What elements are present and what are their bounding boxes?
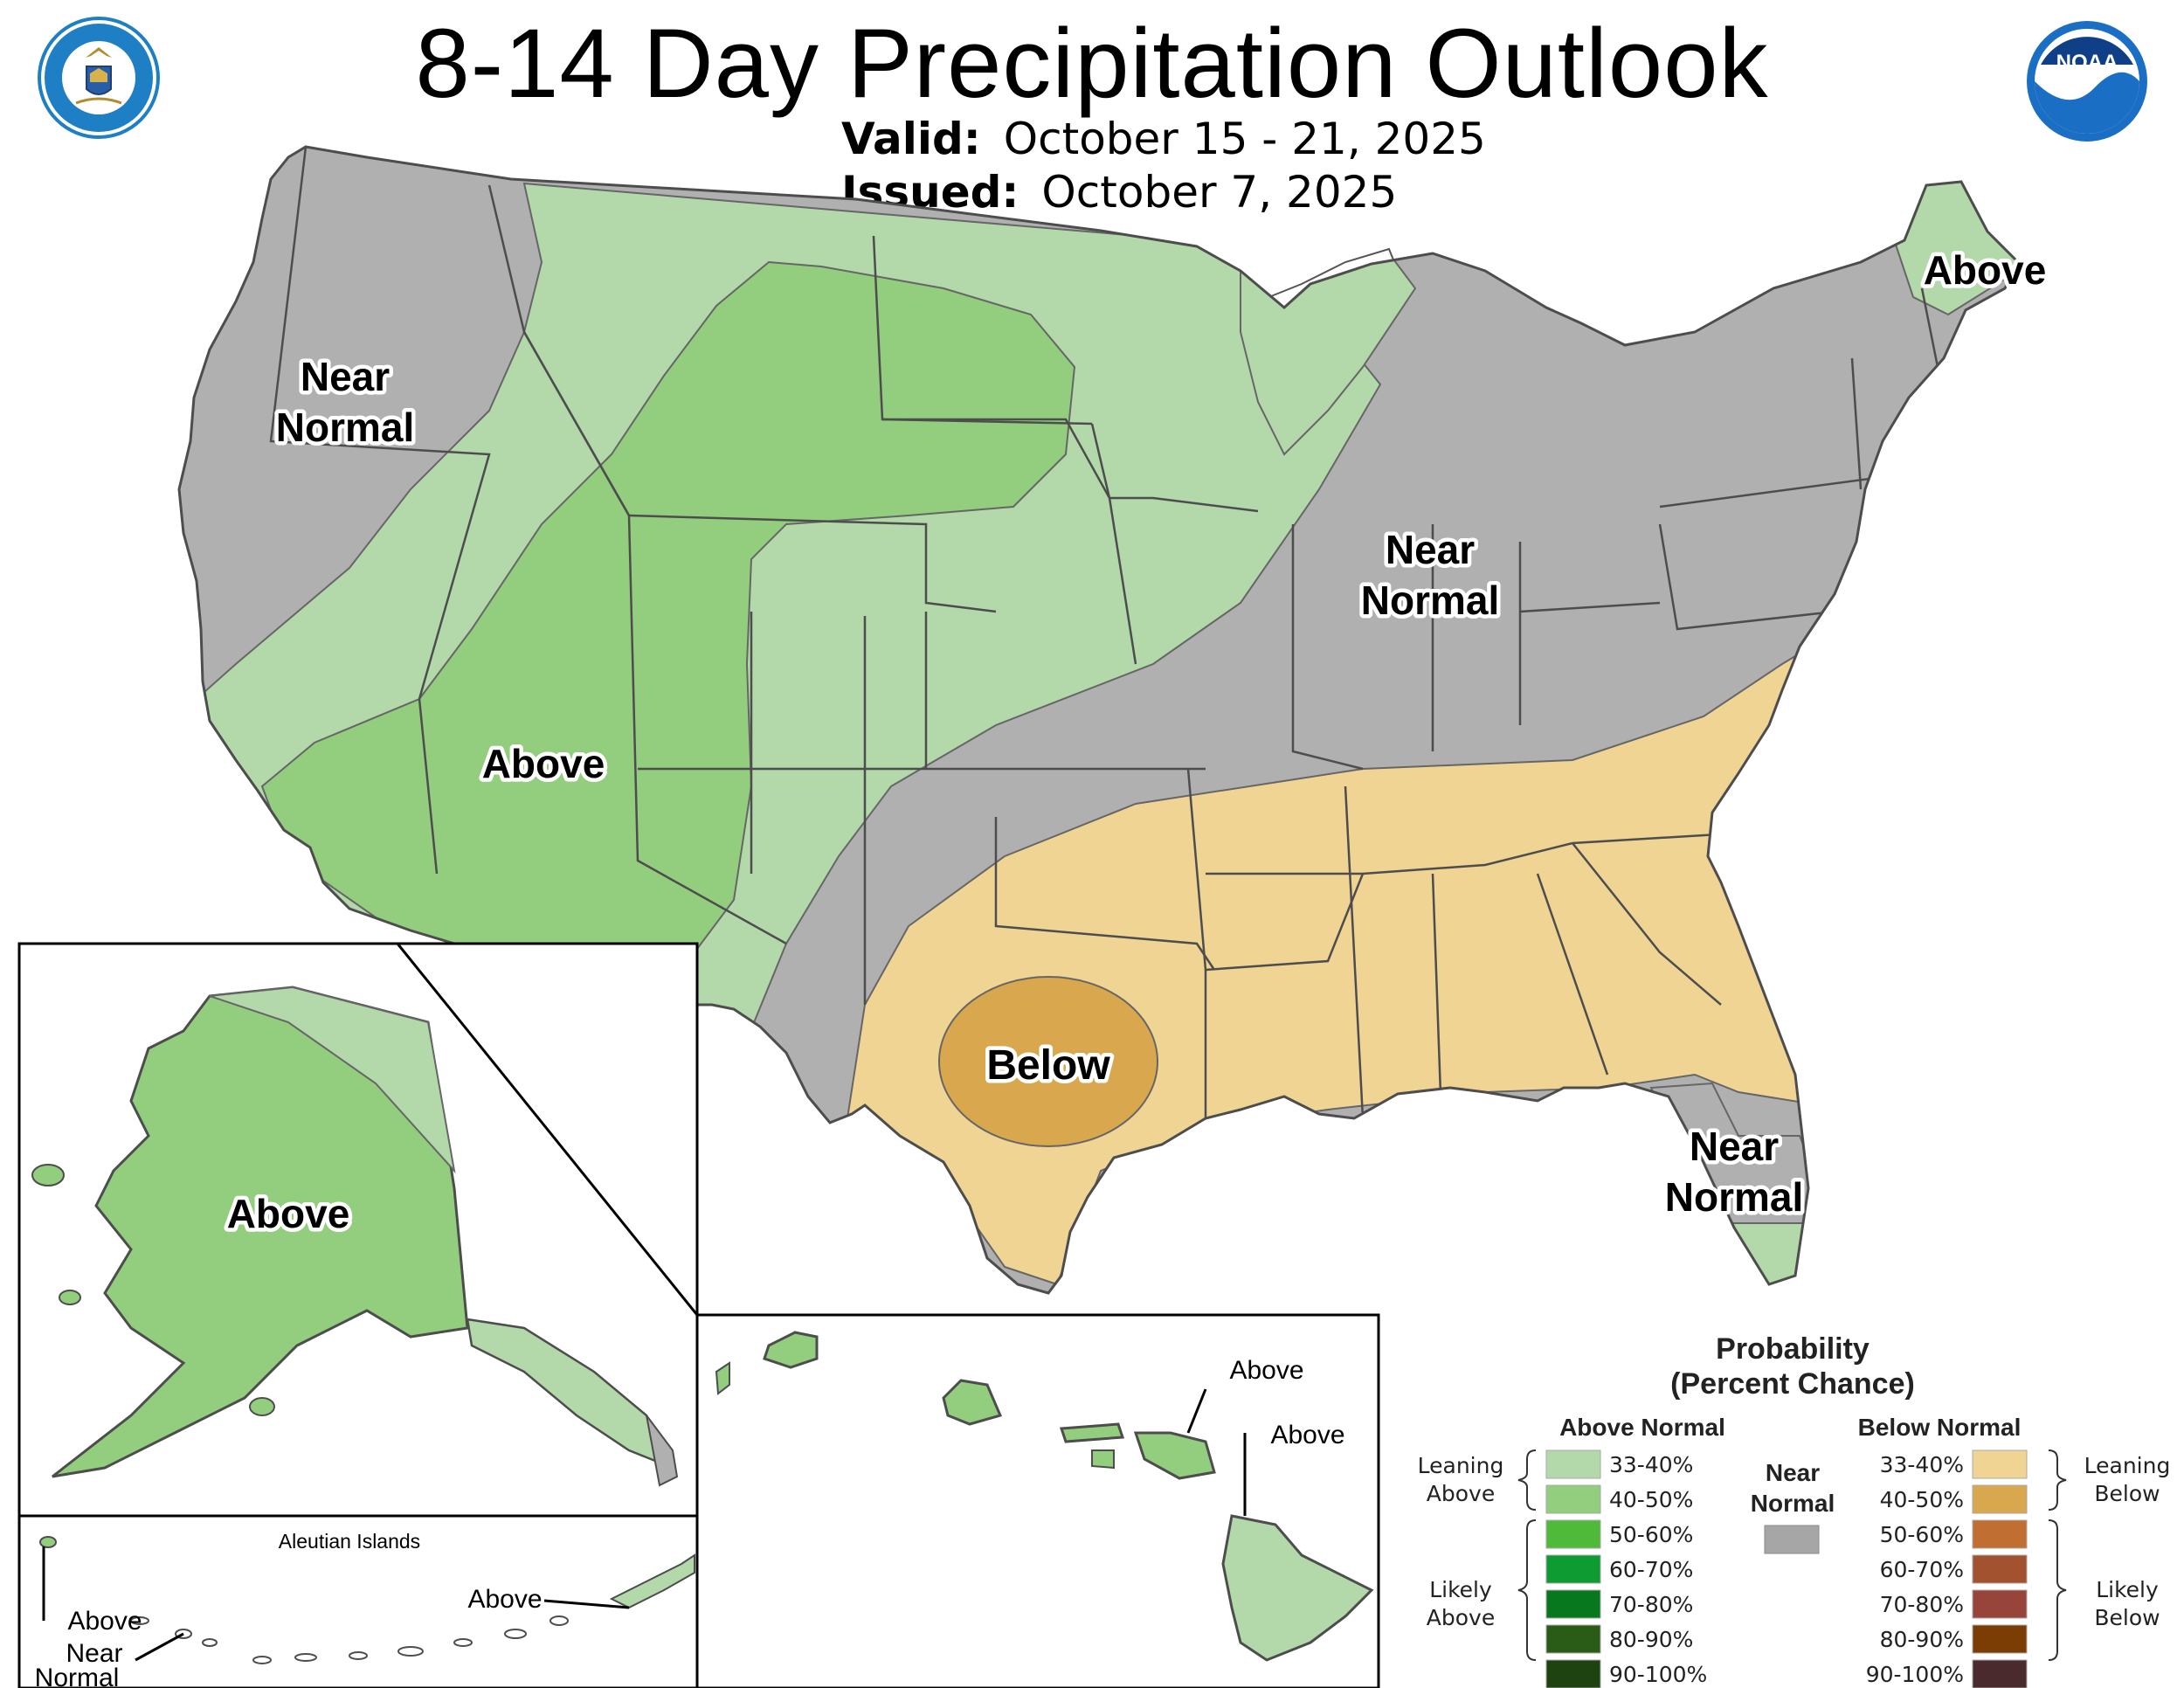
northwest-label-1: Near bbox=[301, 354, 390, 399]
aleutian-east-label: Above bbox=[467, 1585, 542, 1614]
below-swatch-label-0: 33-40% bbox=[1880, 1452, 1964, 1477]
below-swatch-3 bbox=[1972, 1554, 2028, 1584]
state-borders bbox=[269, 147, 1950, 1127]
noaa-logo-icon: NOAA bbox=[2027, 21, 2147, 142]
below-40-50-region bbox=[938, 976, 1158, 1147]
likely-above-label-2: Above bbox=[1427, 1605, 1495, 1630]
leaning-below-label-1: Leaning bbox=[2084, 1453, 2171, 1478]
texas-label: Below bbox=[986, 1042, 1110, 1089]
above-swatch-label-4: 70-80% bbox=[1609, 1592, 1693, 1617]
valid-line: Valid: October 15 - 21, 2025 bbox=[841, 114, 1486, 164]
above-swatch-label-5: 80-90% bbox=[1609, 1627, 1693, 1652]
page-title: 8-14 Day Precipitation Outlook bbox=[415, 9, 1769, 118]
near-normal-swatch bbox=[1764, 1525, 1820, 1554]
leaning-above-label-2: Above bbox=[1427, 1481, 1495, 1506]
legend-title-1: Probability bbox=[1716, 1332, 1870, 1366]
maine-label: Above bbox=[1924, 247, 2047, 293]
below-swatch-4 bbox=[1972, 1589, 2028, 1619]
aleutian-west-label-2: Near bbox=[66, 1639, 122, 1668]
legend-title-2: (Percent Chance) bbox=[1670, 1367, 1915, 1401]
below-swatch-2 bbox=[1972, 1519, 2028, 1549]
above-swatch-label-3: 60-70% bbox=[1609, 1557, 1693, 1582]
below-swatch-label-1: 40-50% bbox=[1880, 1487, 1964, 1512]
issued-date: October 7, 2025 bbox=[1041, 167, 1398, 218]
valid-label: Valid: bbox=[841, 114, 981, 164]
near-normal-label-1: Near bbox=[1766, 1459, 1820, 1486]
aleutian-inset bbox=[17, 1514, 699, 1688]
likely-above-label-1: Likely bbox=[1429, 1577, 1492, 1602]
above-swatch-label-1: 40-50% bbox=[1609, 1487, 1693, 1512]
kauai-island bbox=[763, 1331, 819, 1369]
below-swatch-label-6: 90-100% bbox=[1866, 1662, 1964, 1687]
hawaii-inset bbox=[695, 1313, 1380, 1688]
aleutian-west-label-1: Above bbox=[67, 1607, 142, 1636]
midwest-label-1: Near bbox=[1386, 527, 1475, 572]
above-normal-header: Above Normal bbox=[1559, 1414, 1725, 1441]
below-swatch-label-2: 50-60% bbox=[1880, 1522, 1964, 1547]
below-swatch-label-4: 70-80% bbox=[1880, 1592, 1964, 1617]
below-swatch-label-3: 60-70% bbox=[1880, 1557, 1964, 1582]
above-swatch-label-0: 33-40% bbox=[1609, 1452, 1693, 1477]
alaska-inset bbox=[17, 942, 699, 1518]
below-swatch-label-5: 80-90% bbox=[1880, 1627, 1964, 1652]
aleutian-west-label-3: Normal bbox=[35, 1664, 120, 1688]
below-swatch-0 bbox=[1972, 1449, 2028, 1479]
maui-island bbox=[1133, 1431, 1216, 1480]
hawaii-big-island-label: Above bbox=[1270, 1421, 1344, 1449]
below-swatch-1 bbox=[1972, 1484, 2028, 1514]
hawaii-maui-label: Above bbox=[1229, 1356, 1303, 1385]
map-labels: Near Normal Above Near Normal Above Belo… bbox=[35, 244, 2050, 1688]
northwest-label-2: Normal bbox=[276, 405, 414, 450]
below-normal-header: Below Normal bbox=[1858, 1414, 2022, 1441]
southwest-label: Above bbox=[482, 741, 605, 786]
molokai-island bbox=[1059, 1422, 1125, 1443]
above-swatch-1 bbox=[1545, 1484, 1601, 1514]
above-swatch-2 bbox=[1545, 1519, 1601, 1549]
valid-date: October 15 - 21, 2025 bbox=[1003, 114, 1486, 164]
alaska-north-above-33-40-region bbox=[209, 986, 456, 1174]
leaning-above-label-1: Leaning bbox=[1418, 1453, 1504, 1478]
aleutian-title: Aleutian Islands bbox=[279, 1530, 420, 1553]
leaning-below-label-2: Below bbox=[2094, 1481, 2160, 1506]
legend: Probability (Percent Chance) Above Norma… bbox=[1418, 1332, 2171, 1688]
below-swatch-6 bbox=[1972, 1659, 2028, 1688]
florida-label-2: Normal bbox=[1665, 1174, 1803, 1220]
above-swatch-label-6: 90-100% bbox=[1609, 1662, 1707, 1687]
likely-below-label-2: Below bbox=[2094, 1605, 2160, 1630]
above-swatch-label-2: 50-60% bbox=[1609, 1522, 1693, 1547]
above-swatch-5 bbox=[1545, 1624, 1601, 1654]
department-of-commerce-seal-icon bbox=[38, 17, 160, 139]
near-normal-label-2: Normal bbox=[1751, 1490, 1835, 1517]
above-swatch-3 bbox=[1545, 1554, 1601, 1584]
alaska-label: Above bbox=[227, 1191, 350, 1236]
noaa-logo-text: NOAA bbox=[2056, 51, 2118, 74]
likely-below-label-1: Likely bbox=[2096, 1577, 2159, 1602]
above-swatch-0 bbox=[1545, 1449, 1601, 1479]
florida-label-1: Near bbox=[1690, 1124, 1779, 1169]
above-swatch-6 bbox=[1545, 1659, 1601, 1688]
midwest-label-2: Normal bbox=[1361, 578, 1499, 623]
alaska-panhandle-region bbox=[466, 1318, 675, 1470]
legend-rows: 33-40% 40-50% 50-60% 60-70% 70-80% 80-90% 90-1… bbox=[1545, 1449, 2028, 1688]
oahu-island bbox=[942, 1379, 1003, 1426]
above-swatch-4 bbox=[1545, 1589, 1601, 1619]
alaska-mainland-above-region bbox=[52, 986, 469, 1478]
below-swatch-5 bbox=[1972, 1624, 2028, 1654]
big-island-hawaii bbox=[1221, 1514, 1374, 1662]
